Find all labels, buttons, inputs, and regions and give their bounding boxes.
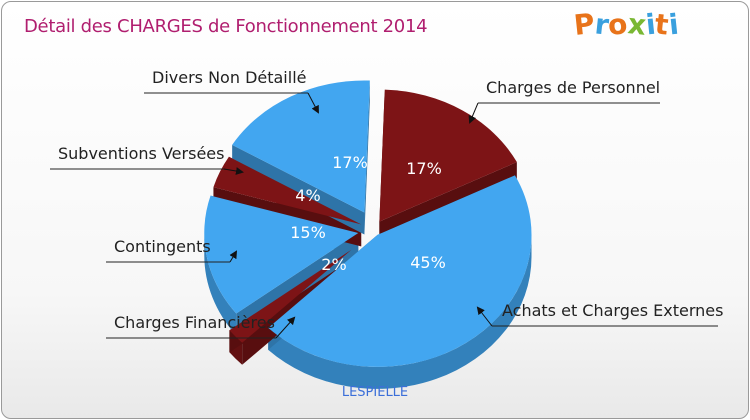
label-leader-arrow <box>476 306 493 327</box>
commune-name: LESPIELLE <box>341 385 409 400</box>
pie-slice <box>379 89 517 222</box>
pie-slice-side <box>268 234 532 389</box>
slice-category-label: Contingents <box>114 237 211 256</box>
label-leader-arrow <box>229 250 238 263</box>
slice-percent-label: 2% <box>321 255 346 274</box>
slice-category-label: Charges Financières <box>114 313 275 332</box>
label-leader-arrow <box>307 92 319 114</box>
label-leader-arrow <box>223 167 244 175</box>
slice-percent-label: 17% <box>332 153 368 172</box>
slice-percent-label: 15% <box>290 223 326 242</box>
pie-slice <box>213 156 362 225</box>
pie-slice <box>229 249 352 343</box>
slice-category-label: Subventions Versées <box>58 144 224 163</box>
pie-slice <box>232 80 370 213</box>
pie-slice-wall <box>364 80 370 235</box>
slice-category-label: Achats et Charges Externes <box>502 301 723 320</box>
slice-category-label: Divers Non Détaillé <box>152 68 306 87</box>
slice-percent-label: 45% <box>410 253 446 272</box>
label-leader-arrow <box>275 316 296 339</box>
slice-percent-label: 4% <box>295 186 320 205</box>
chart-title: Détail des CHARGES de Fonctionnement 201… <box>24 16 428 37</box>
pie-slice <box>268 175 532 367</box>
label-leader-arrow <box>468 102 479 124</box>
slice-category-label: Charges de Personnel <box>486 78 660 97</box>
slice-percent-label: 17% <box>406 159 442 178</box>
pie-slice <box>204 195 359 314</box>
pie-slice-side <box>204 232 237 336</box>
